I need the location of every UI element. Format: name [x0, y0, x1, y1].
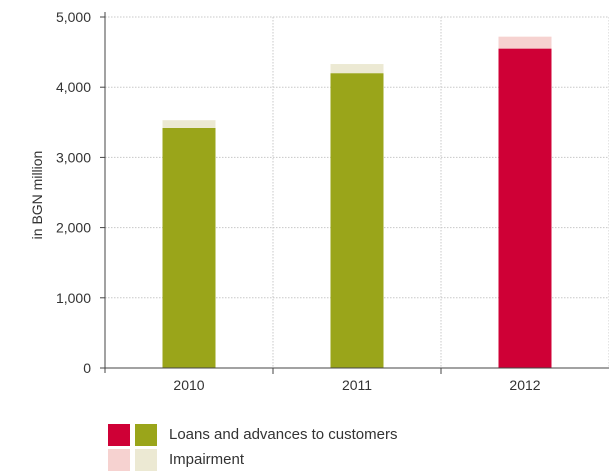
bar-impairment-2012 — [498, 36, 552, 49]
legend-swatch-impairment-previous — [135, 448, 157, 471]
bar-impairment-2010 — [162, 120, 216, 128]
bar-loans-2010 — [162, 127, 216, 368]
legend-swatch-loans-previous — [135, 423, 157, 446]
legend: Loans and advances to customers Impairme… — [108, 422, 397, 472]
y-tick-label: 0 — [83, 360, 91, 376]
bar-impairment-2011 — [330, 64, 384, 74]
legend-label-impairment: Impairment — [169, 451, 245, 468]
bar-loans-2011 — [330, 73, 384, 368]
y-tick-label: 1,000 — [56, 290, 91, 306]
legend-item-impairment: Impairment — [108, 447, 397, 472]
legend-swatch-loans-current — [108, 423, 130, 446]
bar-chart: 0 1,000 2,000 3,000 4,000 5,000 2010 2011 2012 i… — [29, 9, 609, 393]
y-axis-title: in BGN million — [29, 151, 45, 240]
y-tick-label: 2,000 — [56, 220, 91, 236]
bar-loans-2012 — [498, 48, 552, 369]
y-tick-label: 5,000 — [56, 9, 91, 25]
bars — [162, 36, 552, 369]
x-tick-label: 2012 — [509, 377, 540, 393]
x-tick-label: 2010 — [173, 377, 204, 393]
legend-item-loans: Loans and advances to customers — [108, 422, 397, 447]
y-tick-label: 3,000 — [56, 149, 91, 165]
axes: 0 1,000 2,000 3,000 4,000 5,000 2010 2011 2012 — [56, 9, 609, 393]
x-tick-label: 2011 — [342, 377, 372, 393]
legend-label-loans: Loans and advances to customers — [169, 426, 398, 443]
y-tick-label: 4,000 — [56, 79, 91, 95]
legend-swatch-impairment-current — [108, 448, 130, 471]
